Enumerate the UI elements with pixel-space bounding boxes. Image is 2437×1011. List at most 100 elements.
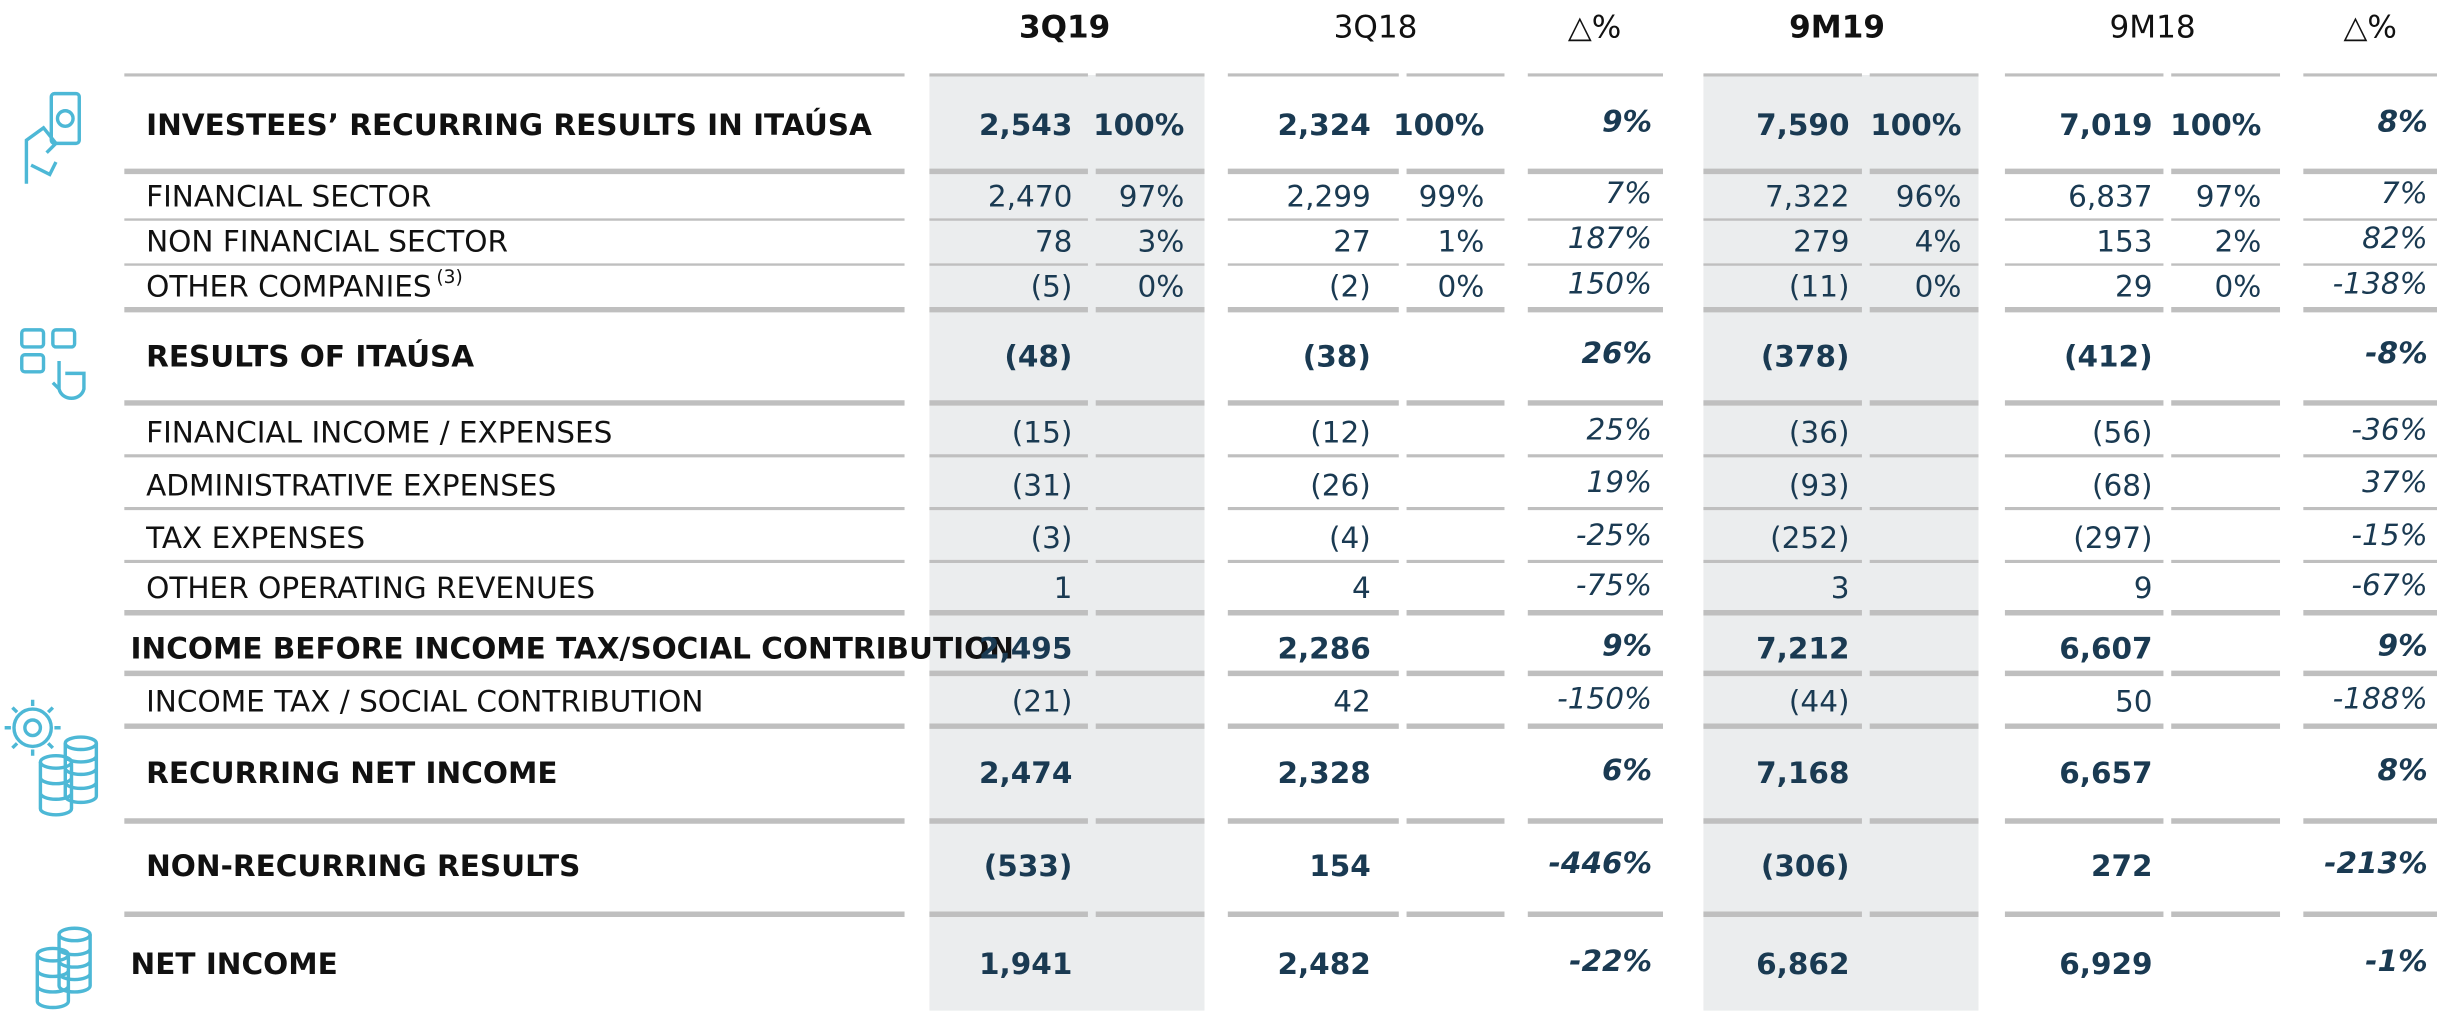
value: 6,837 bbox=[2068, 179, 2153, 213]
row-label: RESULTS OF ITAÚSA bbox=[146, 337, 474, 373]
value: 2,299 bbox=[1286, 179, 1371, 213]
variation: 82% bbox=[2362, 221, 2428, 255]
share: 100% bbox=[1393, 108, 1484, 142]
variation: 37% bbox=[2362, 465, 2428, 499]
value: 2,474 bbox=[979, 756, 1072, 790]
variation: 9% bbox=[1602, 628, 1652, 662]
variation: -22% bbox=[1569, 944, 1652, 978]
value: 154 bbox=[1309, 849, 1371, 883]
value: (26) bbox=[1310, 468, 1371, 502]
value: 272 bbox=[2091, 849, 2153, 883]
share: 0% bbox=[1915, 269, 1962, 303]
value: 2,328 bbox=[1277, 756, 1370, 790]
value: (2) bbox=[1329, 269, 1371, 303]
value: (36) bbox=[1789, 416, 1850, 450]
value: (306) bbox=[1761, 849, 1850, 883]
share: 100% bbox=[2170, 108, 2261, 142]
shade-3q19 bbox=[929, 74, 1205, 1011]
value: (68) bbox=[2092, 468, 2153, 502]
variation: -36% bbox=[2351, 412, 2427, 446]
row-label: TAX EXPENSES bbox=[145, 521, 365, 555]
variation: -138% bbox=[2333, 266, 2428, 300]
value: 4 bbox=[1352, 571, 1371, 605]
value: 78 bbox=[1035, 224, 1073, 258]
variation: -25% bbox=[1576, 518, 1652, 552]
column-header: 9M18 bbox=[2110, 9, 2196, 45]
share: 96% bbox=[1896, 179, 1962, 213]
value: 42 bbox=[1333, 684, 1371, 718]
column-header: 3Q19 bbox=[1019, 9, 1110, 45]
variation: 9% bbox=[1602, 105, 1652, 139]
value: 279 bbox=[1793, 224, 1849, 258]
value: 6,607 bbox=[2059, 632, 2152, 666]
value: 7,322 bbox=[1765, 179, 1850, 213]
share: 4% bbox=[1915, 224, 1962, 258]
icon-blocks bbox=[20, 328, 86, 400]
value: (5) bbox=[1031, 269, 1073, 303]
value: 2,470 bbox=[988, 179, 1072, 213]
icon-hand-money bbox=[24, 91, 81, 184]
value: 6,862 bbox=[1756, 947, 1849, 981]
share: 97% bbox=[2196, 179, 2262, 213]
value: (31) bbox=[1012, 468, 1073, 502]
variation: -1% bbox=[2365, 944, 2427, 978]
row-label: OTHER OPERATING REVENUES bbox=[146, 571, 595, 605]
variation: 8% bbox=[2378, 105, 2428, 139]
value: (44) bbox=[1789, 684, 1850, 718]
column-header: △% bbox=[1568, 9, 1621, 45]
variation: -8% bbox=[2365, 336, 2427, 370]
variation: 8% bbox=[2378, 753, 2428, 787]
value: 7,019 bbox=[2059, 108, 2152, 142]
value: (93) bbox=[1789, 468, 1850, 502]
value: (15) bbox=[1012, 416, 1073, 450]
value: (12) bbox=[1310, 416, 1371, 450]
value: (378) bbox=[1761, 339, 1850, 373]
share: 99% bbox=[1419, 179, 1485, 213]
value: 7,168 bbox=[1756, 756, 1849, 790]
value: (48) bbox=[1004, 339, 1072, 373]
variation: -188% bbox=[2333, 681, 2428, 715]
value: 1,941 bbox=[979, 947, 1072, 981]
variation: 7% bbox=[1605, 176, 1652, 210]
share: 0% bbox=[2215, 269, 2262, 303]
share: 0% bbox=[1437, 269, 1484, 303]
row-label: OTHER COMPANIES (3) bbox=[146, 267, 463, 304]
value: 2,324 bbox=[1277, 108, 1370, 142]
variation: -446% bbox=[1549, 846, 1652, 880]
variation: 9% bbox=[2378, 628, 2428, 662]
value: (21) bbox=[1012, 684, 1073, 718]
variation: 6% bbox=[1602, 753, 1652, 787]
value: 9 bbox=[2134, 571, 2153, 605]
variation: -150% bbox=[1557, 681, 1652, 715]
value: 6,657 bbox=[2059, 756, 2152, 790]
row-label: INVESTEES’ RECURRING RESULTS IN ITAÚSA bbox=[146, 106, 872, 142]
value: (4) bbox=[1329, 521, 1371, 555]
icon-gear-coins bbox=[4, 699, 99, 817]
value: 2,286 bbox=[1277, 632, 1370, 666]
variation: -213% bbox=[2324, 846, 2427, 880]
variation: 26% bbox=[1581, 336, 1652, 370]
share: 3% bbox=[1137, 224, 1184, 258]
footnote-ref: (3) bbox=[436, 267, 462, 288]
value: 2,482 bbox=[1277, 947, 1370, 981]
value: 153 bbox=[2096, 224, 2152, 258]
share: 97% bbox=[1119, 179, 1185, 213]
row-label: INCOME TAX / SOCIAL CONTRIBUTION bbox=[146, 684, 703, 718]
value: 27 bbox=[1333, 224, 1371, 258]
variation: -75% bbox=[1576, 568, 1652, 602]
variation: -15% bbox=[2351, 518, 2427, 552]
row-label: FINANCIAL SECTOR bbox=[146, 179, 431, 213]
column-header: 3Q18 bbox=[1334, 9, 1418, 45]
share: 0% bbox=[1137, 269, 1184, 303]
variation: 25% bbox=[1587, 412, 1653, 446]
shade-9m19 bbox=[1703, 74, 1979, 1011]
value: 29 bbox=[2115, 269, 2153, 303]
value: 7,212 bbox=[1756, 632, 1849, 666]
value: (38) bbox=[1303, 339, 1371, 373]
variation: 7% bbox=[2381, 176, 2428, 210]
value: (3) bbox=[1031, 521, 1073, 555]
row-label: NET INCOME bbox=[131, 947, 338, 981]
row-label: ADMINISTRATIVE EXPENSES bbox=[146, 468, 556, 502]
value: (11) bbox=[1789, 269, 1850, 303]
